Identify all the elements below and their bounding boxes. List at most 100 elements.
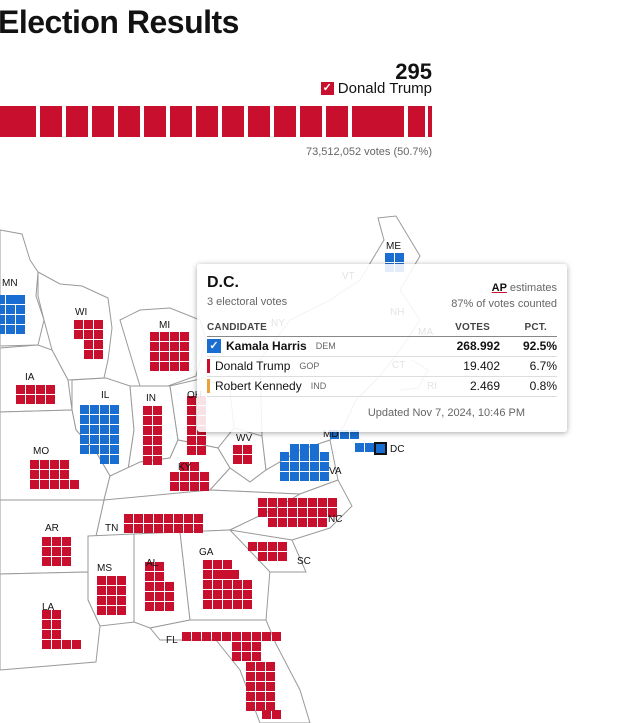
fl-tile[interactable] bbox=[256, 702, 265, 711]
ms-tile[interactable] bbox=[97, 586, 106, 595]
al-tile[interactable] bbox=[165, 592, 174, 601]
fl-tile[interactable] bbox=[266, 682, 275, 691]
wv-tile[interactable] bbox=[233, 455, 242, 464]
al-tile[interactable] bbox=[155, 582, 164, 591]
va-tile[interactable] bbox=[300, 462, 309, 471]
fl-tile[interactable] bbox=[256, 662, 265, 671]
wi-tile[interactable] bbox=[84, 320, 93, 329]
me-tile[interactable] bbox=[385, 253, 394, 262]
ms-tile[interactable] bbox=[117, 576, 126, 585]
in-tile[interactable] bbox=[143, 436, 152, 445]
wi-tile[interactable] bbox=[94, 330, 103, 339]
in-tile[interactable] bbox=[153, 436, 162, 445]
fl-tile[interactable] bbox=[232, 632, 241, 641]
wi-tile[interactable] bbox=[94, 340, 103, 349]
ar-tile[interactable] bbox=[62, 547, 71, 556]
al-tile[interactable] bbox=[165, 602, 174, 611]
mi-tile[interactable] bbox=[180, 352, 189, 361]
fl-tile[interactable] bbox=[202, 632, 211, 641]
mn-tile[interactable] bbox=[10, 295, 19, 304]
ga-tile[interactable] bbox=[213, 600, 222, 609]
al-tile[interactable] bbox=[145, 562, 154, 571]
va-tile[interactable] bbox=[310, 452, 319, 461]
wv-tile[interactable] bbox=[243, 445, 252, 454]
oh-tile[interactable] bbox=[197, 446, 206, 455]
oh-tile[interactable] bbox=[187, 426, 196, 435]
tn-tile[interactable] bbox=[144, 514, 153, 523]
ar-tile[interactable] bbox=[42, 547, 51, 556]
la-tile[interactable] bbox=[62, 640, 71, 649]
tn-tile[interactable] bbox=[154, 514, 163, 523]
mn-tile[interactable] bbox=[16, 315, 25, 324]
ga-tile[interactable] bbox=[203, 560, 212, 569]
ky-tile[interactable] bbox=[180, 482, 189, 491]
in-tile[interactable] bbox=[143, 416, 152, 425]
nc-tile[interactable] bbox=[278, 498, 287, 507]
fl-tile[interactable] bbox=[252, 632, 261, 641]
va-tile[interactable] bbox=[300, 472, 309, 481]
fl-tile[interactable] bbox=[246, 702, 255, 711]
mi-tile[interactable] bbox=[170, 362, 179, 371]
ms-tile[interactable] bbox=[107, 576, 116, 585]
il-tile[interactable] bbox=[100, 445, 109, 454]
fl-tile[interactable] bbox=[246, 682, 255, 691]
mi-tile[interactable] bbox=[150, 352, 159, 361]
mo-tile[interactable] bbox=[40, 480, 49, 489]
il-tile[interactable] bbox=[80, 435, 89, 444]
va-tile[interactable] bbox=[320, 462, 329, 471]
va-tile[interactable] bbox=[290, 444, 299, 453]
oh-tile[interactable] bbox=[187, 396, 196, 405]
va-tile[interactable] bbox=[290, 452, 299, 461]
sc-tile[interactable] bbox=[268, 542, 277, 551]
ms-tile[interactable] bbox=[107, 586, 116, 595]
mi-tile[interactable] bbox=[170, 352, 179, 361]
ms-tile[interactable] bbox=[97, 576, 106, 585]
mo-tile[interactable] bbox=[30, 460, 39, 469]
il-tile[interactable] bbox=[90, 425, 99, 434]
la-tile[interactable] bbox=[52, 610, 61, 619]
nc-tile[interactable] bbox=[298, 498, 307, 507]
mi-tile[interactable] bbox=[160, 362, 169, 371]
al-tile[interactable] bbox=[165, 582, 174, 591]
tn-tile[interactable] bbox=[154, 524, 163, 533]
mn-tile[interactable] bbox=[16, 305, 25, 314]
nc-tile[interactable] bbox=[278, 518, 287, 527]
mi-tile[interactable] bbox=[150, 362, 159, 371]
in-tile[interactable] bbox=[153, 426, 162, 435]
sc-tile[interactable] bbox=[248, 542, 257, 551]
ga-tile[interactable] bbox=[213, 580, 222, 589]
ga-tile[interactable] bbox=[203, 590, 212, 599]
mo-tile[interactable] bbox=[50, 480, 59, 489]
il-tile[interactable] bbox=[110, 425, 119, 434]
ar-tile[interactable] bbox=[52, 557, 61, 566]
va-tile[interactable] bbox=[280, 462, 289, 471]
mn-tile[interactable] bbox=[0, 295, 5, 304]
nc-tile[interactable] bbox=[318, 508, 327, 517]
ga-tile[interactable] bbox=[233, 580, 242, 589]
ky-tile[interactable] bbox=[180, 472, 189, 481]
ia-tile[interactable] bbox=[26, 385, 35, 394]
tn-tile[interactable] bbox=[184, 514, 193, 523]
ar-tile[interactable] bbox=[62, 557, 71, 566]
ar-tile[interactable] bbox=[62, 537, 71, 546]
al-tile[interactable] bbox=[145, 572, 154, 581]
ia-tile[interactable] bbox=[36, 385, 45, 394]
la-tile[interactable] bbox=[42, 640, 51, 649]
mo-tile[interactable] bbox=[60, 460, 69, 469]
nc-tile[interactable] bbox=[318, 518, 327, 527]
fl-tile[interactable] bbox=[242, 632, 251, 641]
tn-tile[interactable] bbox=[124, 514, 133, 523]
me-tile[interactable] bbox=[395, 253, 404, 262]
mi-tile[interactable] bbox=[170, 332, 179, 341]
tn-tile[interactable] bbox=[184, 524, 193, 533]
nc-tile[interactable] bbox=[268, 508, 277, 517]
oh-tile[interactable] bbox=[197, 436, 206, 445]
fl-tile[interactable] bbox=[182, 632, 191, 641]
wi-tile[interactable] bbox=[74, 320, 83, 329]
mn-tile[interactable] bbox=[6, 325, 15, 334]
ga-tile[interactable] bbox=[220, 570, 229, 579]
la-tile[interactable] bbox=[42, 620, 51, 629]
nc-tile[interactable] bbox=[268, 498, 277, 507]
ia-tile[interactable] bbox=[46, 385, 55, 394]
oh-tile[interactable] bbox=[187, 406, 196, 415]
